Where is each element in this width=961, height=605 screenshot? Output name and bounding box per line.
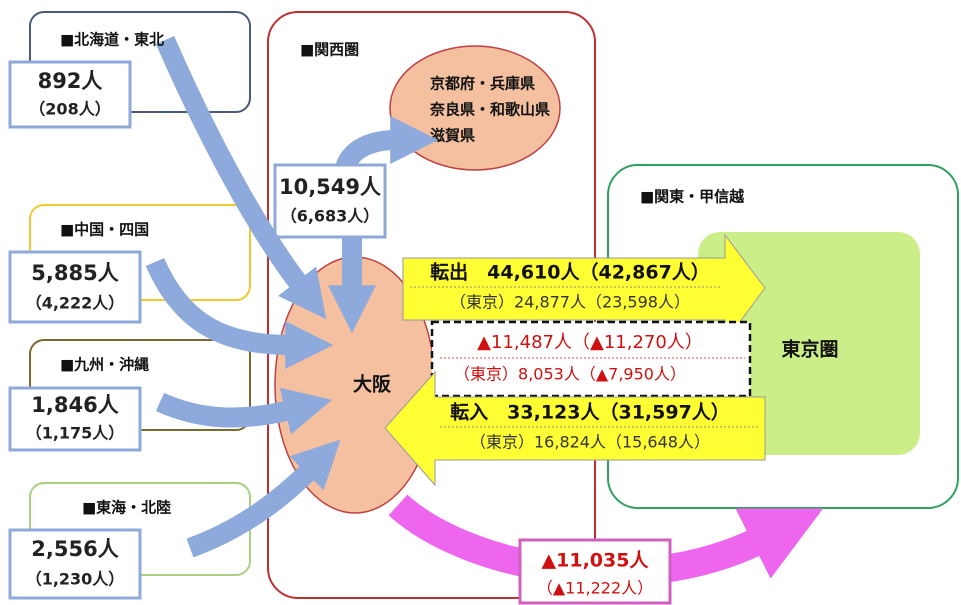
region-sub: （1,175人） [26, 424, 125, 443]
net-main: ▲11,487人（▲11,270人） [477, 332, 703, 353]
flow-value: 10,549人 [279, 175, 381, 199]
arrow [155, 387, 333, 435]
tokyo-label: 東京圏 [781, 338, 838, 361]
flow-box [273, 163, 387, 239]
region-value: 1,846人 [31, 393, 118, 417]
value-box [8, 528, 142, 600]
arrow [145, 257, 334, 369]
net-tokyo: （東京）8,053人（▲7,950人） [454, 365, 686, 384]
arrow [335, 116, 439, 172]
region-sub: （208人） [29, 100, 110, 119]
region-label: ■東海・北陸 [82, 499, 171, 517]
net-box [430, 320, 752, 398]
value-box [8, 60, 132, 129]
region-value: 2,556人 [31, 537, 118, 561]
inflow-arrow [384, 370, 766, 487]
inflow-tokyo: （東京）16,824人（15,648人） [470, 433, 710, 452]
net-total-box [518, 538, 672, 605]
kanto-label: ■関東・甲信越 [640, 188, 745, 206]
region-label: ■中国・四国 [60, 221, 149, 239]
outflow-main: 転出 44,610人（42,867人） [430, 261, 710, 284]
region-label: ■九州・沖縄 [60, 356, 149, 374]
region-sub: （4,222人） [26, 294, 125, 313]
arrow [155, 35, 327, 320]
kansai-label: ■関西圏 [300, 41, 359, 59]
value-box [8, 386, 142, 452]
arrow [186, 439, 341, 558]
net-total-sub: （▲11,222人） [537, 579, 653, 598]
net-total-value: ▲11,035人 [542, 550, 650, 572]
region-label: ■北海道・東北 [60, 31, 164, 49]
prefecture: 京都府・兵庫県 [430, 75, 535, 93]
region-value: 892人 [38, 69, 103, 93]
prefecture: 奈良県・和歌山県 [429, 101, 550, 119]
inflow-main: 転入 33,123人（31,597人） [450, 401, 730, 424]
flow-sub: （6,683人） [281, 207, 380, 226]
region-sub: （1,230人） [26, 570, 125, 589]
region-value: 5,885人 [31, 261, 118, 285]
osaka-label: 大阪 [353, 373, 392, 396]
outflow-tokyo: （東京）24,877人（23,598人） [450, 293, 690, 312]
value-box [8, 250, 142, 324]
outflow-arrow [402, 233, 766, 344]
prefecture: 滋賀県 [430, 127, 475, 145]
